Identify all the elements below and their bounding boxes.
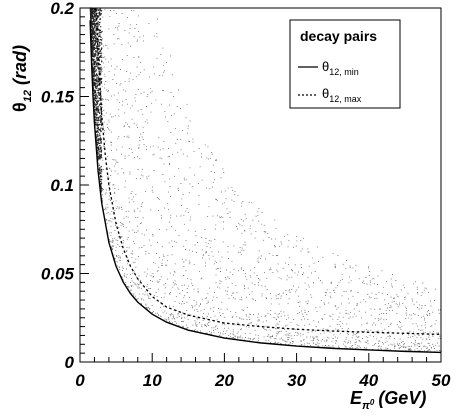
legend-title: decay pairs xyxy=(300,28,377,44)
x-tick-label: 20 xyxy=(214,371,234,390)
legend-label-max: θ12, max xyxy=(322,86,362,104)
legend-label-max-sub: 12, max xyxy=(329,94,362,104)
y-axis-title: θ12 (rad) xyxy=(10,45,34,112)
y-axis: 0 0.05 0.1 0.15 0.2 xyxy=(41,0,89,372)
x-axis-title-base: E xyxy=(350,388,363,408)
x-tick-label: 50 xyxy=(432,371,451,390)
legend: decay pairs θ12, min θ12, max xyxy=(289,19,401,109)
x-axis-title-sup: 0 xyxy=(370,398,375,407)
legend-label-max-base: θ xyxy=(322,86,329,101)
x-axis-title-unit: (GeV) xyxy=(378,388,426,408)
x-tick-label: 30 xyxy=(287,371,306,390)
x-axis-title-sub: π xyxy=(362,400,370,412)
x-tick-label: 40 xyxy=(358,371,378,390)
legend-label-min-sub: 12, min xyxy=(329,67,359,77)
curves xyxy=(89,7,442,354)
y-axis-title-base: θ xyxy=(10,102,30,112)
x-tick-label: 0 xyxy=(75,371,85,390)
series-line-min xyxy=(89,20,442,354)
y-tick-label: 0.05 xyxy=(41,265,75,284)
x-tick-label: 10 xyxy=(143,371,162,390)
y-axis-title-unit: (rad) xyxy=(10,45,30,85)
y-tick-label: 0 xyxy=(65,353,75,372)
y-tick-label: 0.1 xyxy=(50,176,74,195)
legend-label-min: θ12, min xyxy=(322,59,359,77)
legend-label-min-base: θ xyxy=(322,59,329,74)
x-axis-title: Eπ0 (GeV) xyxy=(350,388,426,412)
legend-box xyxy=(289,19,401,109)
x-axis: 0 10 20 30 40 50 xyxy=(75,353,451,390)
y-axis-title-sub: 12 xyxy=(22,90,34,102)
y-tick-label: 0.2 xyxy=(50,0,74,18)
y-tick-label: 0.15 xyxy=(41,88,75,107)
